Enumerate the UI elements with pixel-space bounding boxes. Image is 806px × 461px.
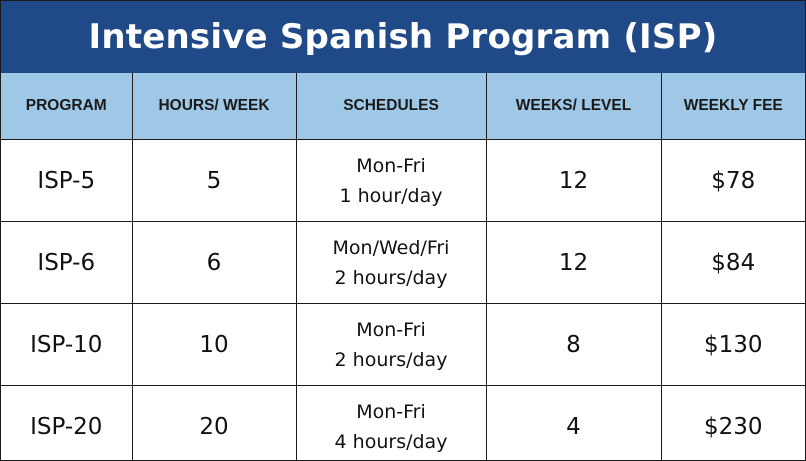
header-weeks-level: WEEKS/ LEVEL	[485, 73, 662, 140]
weeks-cell: 12	[485, 139, 662, 222]
schedule-days: Mon-Fri	[356, 154, 426, 177]
hours-cell: 5	[131, 139, 297, 222]
schedule-days: Mon-Fri	[356, 318, 426, 341]
schedule-hours: 1 hour/day	[339, 184, 443, 207]
fee-cell: $78	[660, 139, 805, 222]
weeks-cell: 12	[485, 221, 662, 304]
schedule-cell: Mon/Wed/Fri 2 hours/day	[295, 221, 487, 304]
schedule-hours: 2 hours/day	[334, 348, 448, 371]
table-row: ISP-10 10 Mon-Fri 2 hours/day 8 $130	[1, 303, 805, 386]
hours-cell: 20	[131, 385, 297, 460]
table-row: ISP-6 6 Mon/Wed/Fri 2 hours/day 12 $84	[1, 221, 805, 304]
program-table: PROGRAM HOURS/ WEEK SCHEDULES WEEKS/ LEV…	[1, 73, 805, 460]
schedule-hours: 4 hours/day	[334, 430, 448, 453]
weeks-cell: 4	[485, 385, 662, 460]
table-row: ISP-5 5 Mon-Fri 1 hour/day 12 $78	[1, 139, 805, 222]
schedule-cell: Mon-Fri 4 hours/day	[295, 385, 487, 460]
program-cell: ISP-20	[1, 385, 133, 460]
header-row: PROGRAM HOURS/ WEEK SCHEDULES WEEKS/ LEV…	[1, 73, 805, 140]
table-title: Intensive Spanish Program (ISP)	[1, 1, 805, 73]
schedule-cell: Mon-Fri 1 hour/day	[295, 139, 487, 222]
header-schedules: SCHEDULES	[295, 73, 487, 140]
table-row: ISP-20 20 Mon-Fri 4 hours/day 4 $230	[1, 385, 805, 460]
fee-cell: $130	[660, 303, 805, 386]
schedule-days: Mon/Wed/Fri	[332, 236, 450, 259]
header-program: PROGRAM	[1, 73, 133, 140]
header-weekly-fee: WEEKLY FEE	[660, 73, 805, 140]
weeks-cell: 8	[485, 303, 662, 386]
fee-cell: $230	[660, 385, 805, 460]
schedule-hours: 2 hours/day	[334, 266, 448, 289]
program-cell: ISP-10	[1, 303, 133, 386]
schedule-days: Mon-Fri	[356, 400, 426, 423]
hours-cell: 10	[131, 303, 297, 386]
hours-cell: 6	[131, 221, 297, 304]
schedule-cell: Mon-Fri 2 hours/day	[295, 303, 487, 386]
header-hours-week: HOURS/ WEEK	[131, 73, 297, 140]
program-cell: ISP-5	[1, 139, 133, 222]
program-cell: ISP-6	[1, 221, 133, 304]
fee-cell: $84	[660, 221, 805, 304]
